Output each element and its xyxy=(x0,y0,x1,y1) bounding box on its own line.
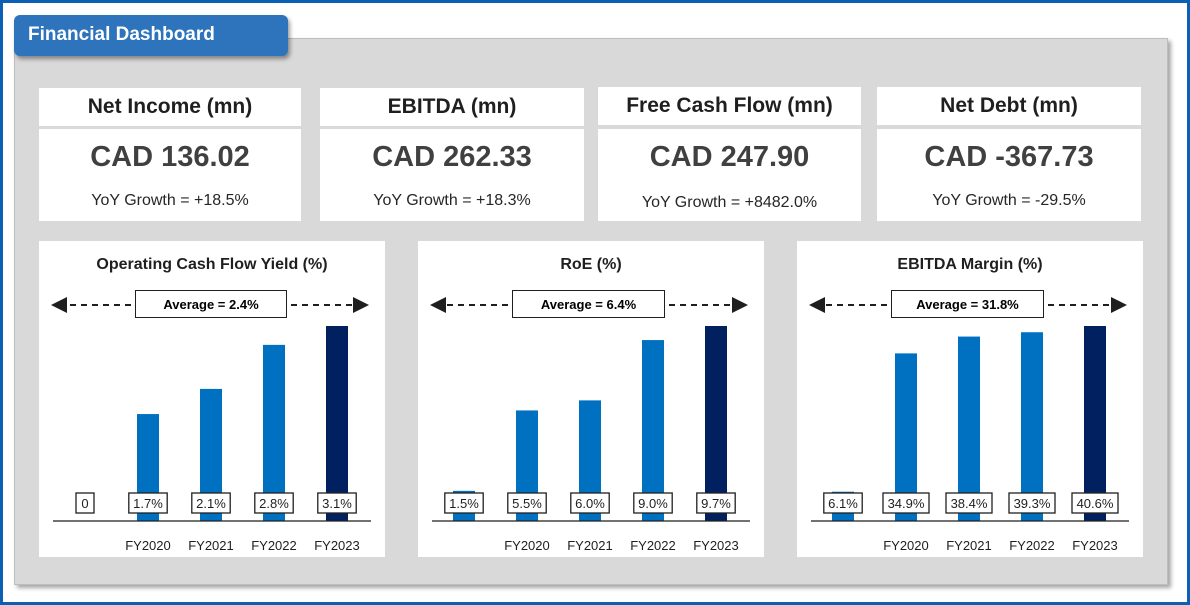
data-label: 38.4% xyxy=(951,496,988,511)
data-label-box xyxy=(254,492,294,514)
data-label-box xyxy=(696,492,736,514)
bar xyxy=(1084,326,1106,521)
data-label: 0 xyxy=(81,496,88,511)
bar xyxy=(263,344,285,521)
data-label-box xyxy=(1008,492,1056,514)
chart-card-ebitda-margin: 6.1% 34.9% FY2020 38.4% FY2021 39.3% FY2022 40.… xyxy=(797,241,1143,557)
category-label: FY2021 xyxy=(188,538,234,553)
category-label: FY2022 xyxy=(251,538,297,553)
data-label-box xyxy=(128,492,168,514)
category-label: FY2023 xyxy=(1072,538,1118,553)
chart-ocf-yield-svg: 0 1.7% FY2020 2.1% FY2021 2.8% FY2022 3.1% FY202… xyxy=(51,297,371,553)
data-label-box xyxy=(823,492,863,514)
chart-ocf-yield-title: Operating Cash Flow Yield (%) xyxy=(96,256,328,273)
chart-card-ocf-yield: 0 1.7% FY2020 2.1% FY2021 2.8% FY2022 3.1% FY202… xyxy=(39,241,385,557)
bar xyxy=(642,340,664,521)
kpi-net-income-growth: YoY Growth = +18.5% xyxy=(91,192,249,209)
data-label: 9.7% xyxy=(701,496,731,511)
category-label: FY2020 xyxy=(125,538,171,553)
category-label: FY2020 xyxy=(504,538,550,553)
data-label: 2.8% xyxy=(259,496,289,511)
kpi-free-cash-flow-growth: YoY Growth = +8482.0% xyxy=(641,194,818,211)
data-label-box xyxy=(570,492,610,514)
bar xyxy=(326,326,348,521)
data-label-box xyxy=(75,492,95,514)
data-label: 3.1% xyxy=(322,496,352,511)
bar xyxy=(579,400,601,521)
kpi-free-cash-flow-label: Free Cash Flow (mn) xyxy=(598,87,861,125)
kpi-net-debt-value: CAD -367.73 xyxy=(924,141,1094,173)
kpi-net-debt-growth: YoY Growth = -29.5% xyxy=(932,192,1086,209)
data-label: 9.0% xyxy=(638,496,668,511)
kpi-net-income-label: Net Income (mn) xyxy=(39,88,301,126)
category-label: FY2021 xyxy=(946,538,992,553)
data-label-box xyxy=(882,492,930,514)
kpi-net-debt-label: Net Debt (mn) xyxy=(877,87,1141,125)
data-label: 39.3% xyxy=(1014,496,1051,511)
kpi-free-cash-flow-value: CAD 247.90 xyxy=(649,141,810,173)
chart-ebitda-margin-svg: 6.1% 34.9% FY2020 38.4% FY2021 39.3% FY2022 40.… xyxy=(809,297,1129,553)
kpi-free-cash-flow-card: CAD 247.90 YoY Growth = +8482.0% xyxy=(598,129,861,221)
kpi-net-debt-card: CAD -367.73 YoY Growth = -29.5% xyxy=(877,129,1141,221)
kpi-net-income-value: CAD 136.02 xyxy=(90,141,250,173)
chart-ebitda-margin-title: EBITDA Margin (%) xyxy=(897,256,1043,273)
data-label: 6.0% xyxy=(575,496,605,511)
data-label-box xyxy=(945,492,993,514)
data-label: 40.6% xyxy=(1077,496,1114,511)
kpi-ebitda-label: EBITDA (mn) xyxy=(320,88,584,126)
bar xyxy=(958,336,980,521)
chart-ebitda-margin-average: Average = 31.8% xyxy=(891,290,1044,318)
chart-roe-average: Average = 6.4% xyxy=(512,290,665,318)
data-label-box xyxy=(191,492,231,514)
chart-roe-svg: 1.5% 5.5% FY2020 6.0% FY2021 9.0% FY2022 9.7% FY… xyxy=(430,297,750,553)
data-label: 5.5% xyxy=(512,496,542,511)
chart-ocf-yield-average: Average = 2.4% xyxy=(135,290,287,318)
category-label: FY2022 xyxy=(1009,538,1055,553)
data-label-box xyxy=(444,492,484,514)
category-label: FY2023 xyxy=(693,538,739,553)
category-label: FY2020 xyxy=(883,538,929,553)
dashboard-title-tab: Financial Dashboard xyxy=(14,15,288,56)
data-label-box xyxy=(507,492,547,514)
data-label: 6.1% xyxy=(828,496,858,511)
bar xyxy=(705,326,727,521)
category-label: FY2022 xyxy=(630,538,676,553)
data-label: 2.1% xyxy=(196,496,226,511)
kpi-ebitda-card: CAD 262.33 YoY Growth = +18.3% xyxy=(320,129,584,221)
chart-roe-title: RoE (%) xyxy=(560,256,622,273)
data-label-box xyxy=(317,492,357,514)
kpi-net-income-card: CAD 136.02 YoY Growth = +18.5% xyxy=(39,129,301,221)
bar xyxy=(200,388,222,521)
bar xyxy=(895,353,917,521)
category-label: FY2021 xyxy=(567,538,613,553)
category-label: FY2023 xyxy=(314,538,360,553)
dashboard-title: Financial Dashboard xyxy=(28,24,215,45)
chart-card-roe: 1.5% 5.5% FY2020 6.0% FY2021 9.0% FY2022 9.7% FY… xyxy=(418,241,764,557)
data-label-box xyxy=(633,492,673,514)
data-label: 1.5% xyxy=(449,496,479,511)
data-label-box xyxy=(1071,492,1119,514)
data-label: 34.9% xyxy=(888,496,925,511)
kpi-ebitda-value: CAD 262.33 xyxy=(372,141,532,173)
data-label: 1.7% xyxy=(133,496,163,511)
bar xyxy=(1021,332,1043,521)
kpi-ebitda-growth: YoY Growth = +18.3% xyxy=(373,192,531,209)
